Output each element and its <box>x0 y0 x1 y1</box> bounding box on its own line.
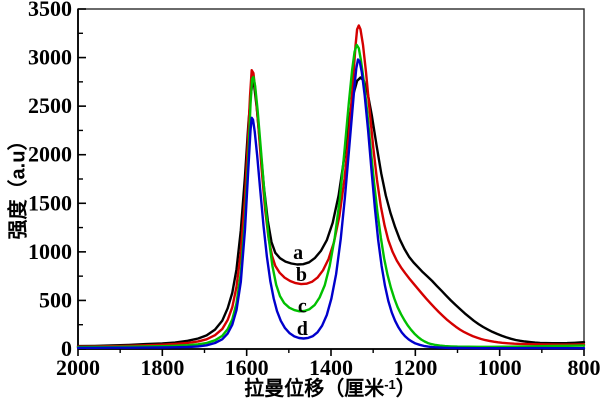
y-tick-label: 1000 <box>28 239 72 264</box>
x-axis-title: 拉曼位移（厘米-1） <box>244 372 416 401</box>
curve-label-b: b <box>296 264 307 286</box>
series-d-curve <box>76 58 586 350</box>
y-tick-label: 1500 <box>28 190 72 215</box>
x-tick-label: 1400 <box>309 355 353 380</box>
curve-label-c: c <box>298 295 307 317</box>
x-tick-label: 1800 <box>140 355 184 380</box>
x-tick-label: 1600 <box>225 355 269 380</box>
y-tick-label: 3500 <box>28 0 72 21</box>
x-tick-label: 800 <box>568 355 600 380</box>
x-axis-title-suffix: ） <box>395 378 416 400</box>
y-axis-title: 强度（a.u） <box>2 131 31 240</box>
x-tick-label: 2000 <box>56 355 100 380</box>
series-b-curve <box>76 24 586 348</box>
y-tick-label: 500 <box>39 287 72 312</box>
y-tick-label: 2500 <box>28 93 72 118</box>
y-axis-title-text: 强度（a.u） <box>7 130 30 240</box>
x-axis-title-superscript: -1 <box>384 377 396 392</box>
series-a-curve <box>76 76 586 348</box>
curve-label-a: a <box>293 242 303 264</box>
y-tick-label: 0 <box>61 336 72 361</box>
curve-label-d: d <box>297 318 308 340</box>
y-tick-label: 3000 <box>28 45 72 70</box>
x-tick-label: 1000 <box>478 355 522 380</box>
y-tick-label: 2000 <box>28 142 72 167</box>
x-axis-title-text: 拉曼位移（厘米 <box>244 378 385 400</box>
x-tick-label: 1200 <box>393 355 437 380</box>
